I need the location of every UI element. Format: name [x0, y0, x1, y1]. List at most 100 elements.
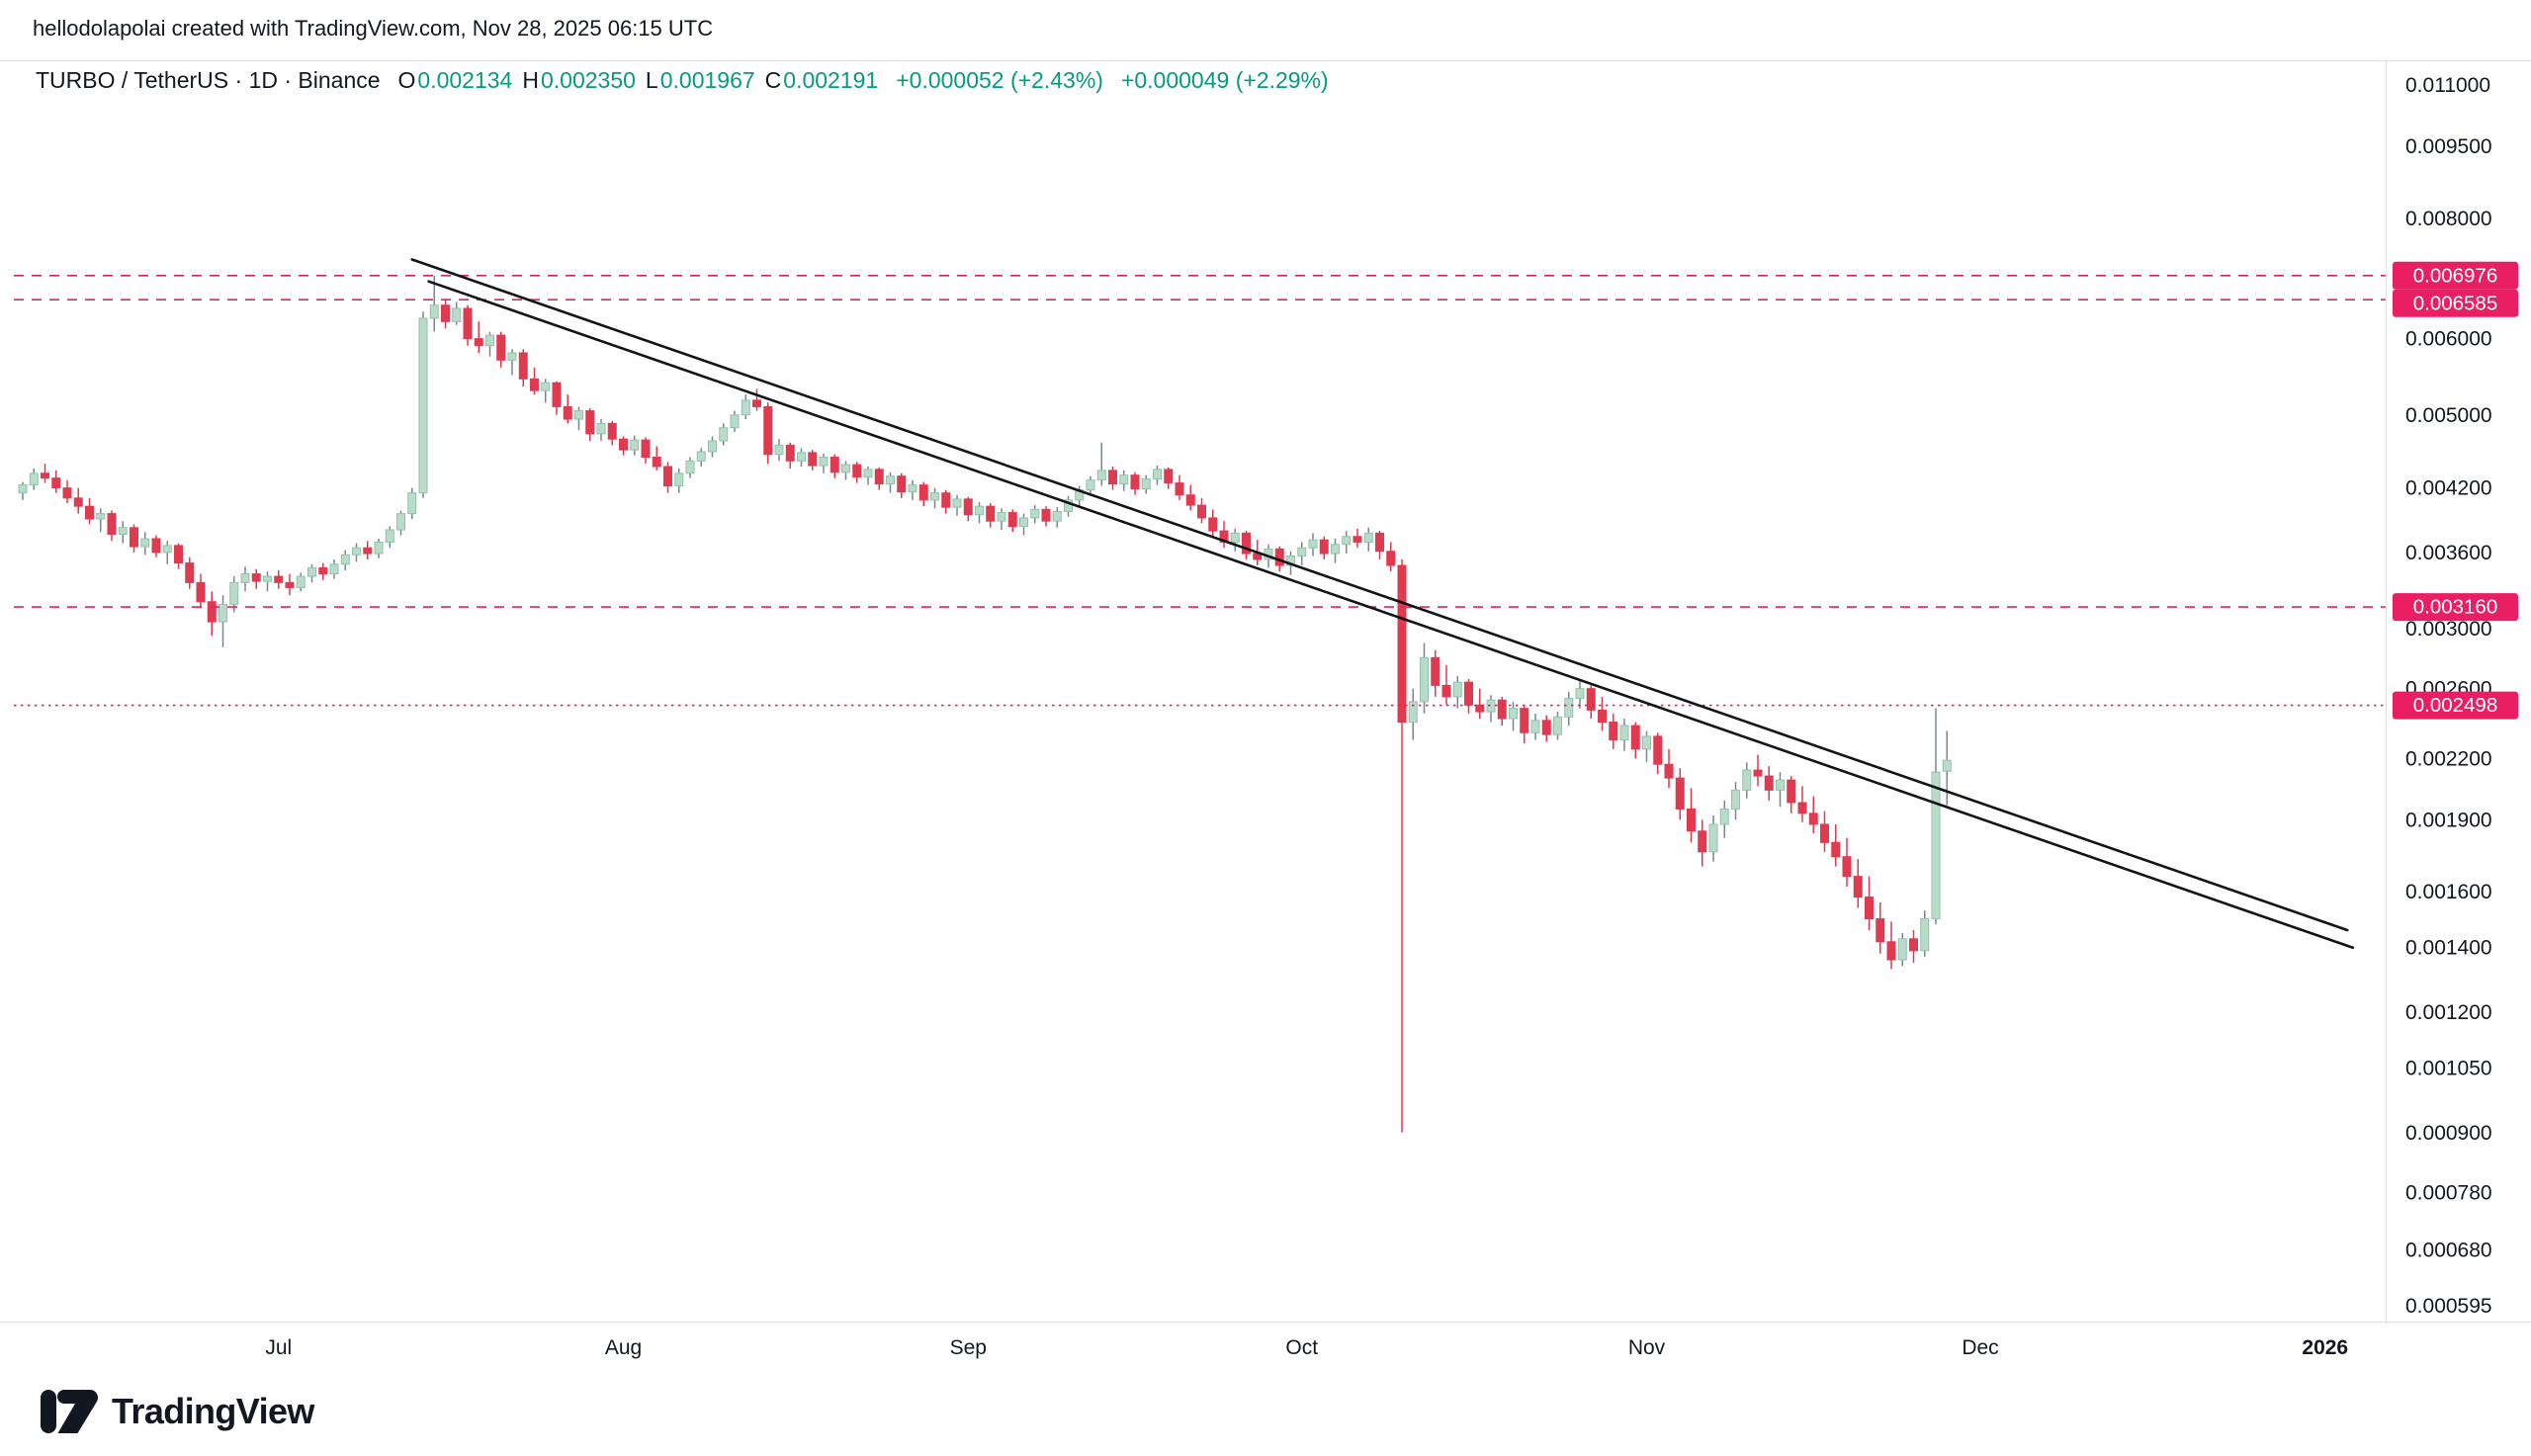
candle-body [952, 498, 962, 508]
candle-body [1030, 508, 1040, 519]
candle [1931, 708, 1941, 925]
candle [685, 457, 695, 478]
price-tick-label: 0.001600 [2405, 881, 2492, 903]
candle [652, 446, 661, 471]
candlestick-series[interactable] [18, 275, 1952, 1133]
candle [1164, 467, 1174, 489]
symbol-title[interactable]: TURBO / TetherUS · 1D · Binance [36, 67, 381, 93]
candle [1064, 495, 1073, 517]
tradingview-logo[interactable]: TradingView [41, 1390, 314, 1433]
candle-body [185, 562, 195, 583]
candle [1141, 474, 1151, 494]
candle [1108, 467, 1117, 490]
candle [819, 453, 829, 473]
price-tick-label: 0.003600 [2405, 542, 2492, 564]
candle [1096, 442, 1106, 486]
candle [396, 510, 405, 536]
candle [1086, 475, 1095, 496]
candle-body [1808, 813, 1818, 825]
candle-body [41, 472, 49, 479]
candle-body [118, 527, 128, 535]
candle-body [1787, 779, 1796, 804]
candle-body [997, 512, 1006, 522]
candle-body [429, 304, 439, 319]
candle [918, 481, 928, 507]
candle-body [674, 472, 684, 487]
price-tick-label: 0.009500 [2405, 135, 2492, 158]
candle-body [1230, 532, 1240, 543]
candle-body [518, 352, 528, 380]
candle-body [73, 497, 83, 507]
candle [1408, 688, 1418, 740]
candle-body [274, 575, 284, 583]
time-tick-label: Dec [1962, 1336, 1998, 1359]
candle [1386, 542, 1396, 572]
candle [674, 468, 684, 493]
price-line-label[interactable]: 0.003160 [2393, 593, 2518, 622]
low-readout: L 0.001967 [646, 67, 755, 94]
open-value: 0.002134 [417, 67, 513, 93]
candle [1219, 521, 1229, 549]
candle-body [541, 382, 551, 391]
candle-body [1119, 474, 1129, 485]
price-line-label[interactable]: 0.002498 [2393, 691, 2518, 720]
candle-body [596, 422, 606, 435]
candle [1342, 531, 1352, 555]
candle-body [897, 475, 907, 493]
candle [829, 454, 839, 478]
candle [897, 472, 907, 498]
candle [1464, 678, 1473, 714]
candle [1030, 505, 1040, 524]
candle [151, 535, 161, 557]
candle [1853, 859, 1863, 908]
candle [518, 349, 528, 387]
candle [1553, 712, 1562, 740]
candle-body [1130, 474, 1140, 490]
candle-body [685, 460, 695, 474]
candle [340, 550, 350, 570]
candle-body [1719, 808, 1729, 825]
candle-body [696, 451, 706, 462]
candle [263, 571, 272, 592]
candle [41, 464, 49, 483]
candle-body [741, 399, 750, 416]
candle-body [1564, 698, 1574, 718]
candle-body [1007, 512, 1017, 528]
price-line-label[interactable]: 0.006585 [2393, 289, 2518, 317]
candle-body [1408, 701, 1418, 724]
candle [1808, 796, 1818, 834]
candle [797, 448, 806, 468]
candle [708, 436, 717, 458]
candle-body [719, 427, 729, 442]
candle-body [1164, 469, 1174, 484]
candle-body [763, 405, 773, 456]
candle [1897, 932, 1907, 967]
candle-body [296, 575, 305, 588]
candle [563, 394, 572, 424]
candle [1185, 484, 1195, 511]
candle [1497, 696, 1507, 727]
candle-body [1653, 735, 1663, 765]
candle-body [585, 410, 595, 435]
price-line-label[interactable]: 0.006976 [2393, 261, 2518, 290]
candle [429, 275, 439, 332]
candle-body [1086, 479, 1095, 491]
candle-body [1185, 494, 1195, 506]
time-tick-label: Nov [1628, 1336, 1666, 1359]
candle-body [1274, 548, 1284, 566]
trendline[interactable] [427, 280, 2355, 950]
trendline[interactable] [410, 258, 2349, 932]
candle-body [785, 445, 795, 462]
change-secondary-value: +0.000049 (+2.29%) [1120, 67, 1329, 93]
time-axis[interactable] [0, 1323, 2531, 1374]
price-tick-label: 0.006000 [2405, 328, 2492, 351]
candle [1719, 800, 1729, 838]
candle-body [1865, 897, 1874, 920]
candle-body [829, 457, 839, 473]
candle [185, 557, 195, 589]
candle-body [1698, 830, 1707, 853]
candle-body [385, 529, 394, 543]
candle [1598, 696, 1607, 731]
candle [474, 321, 483, 353]
